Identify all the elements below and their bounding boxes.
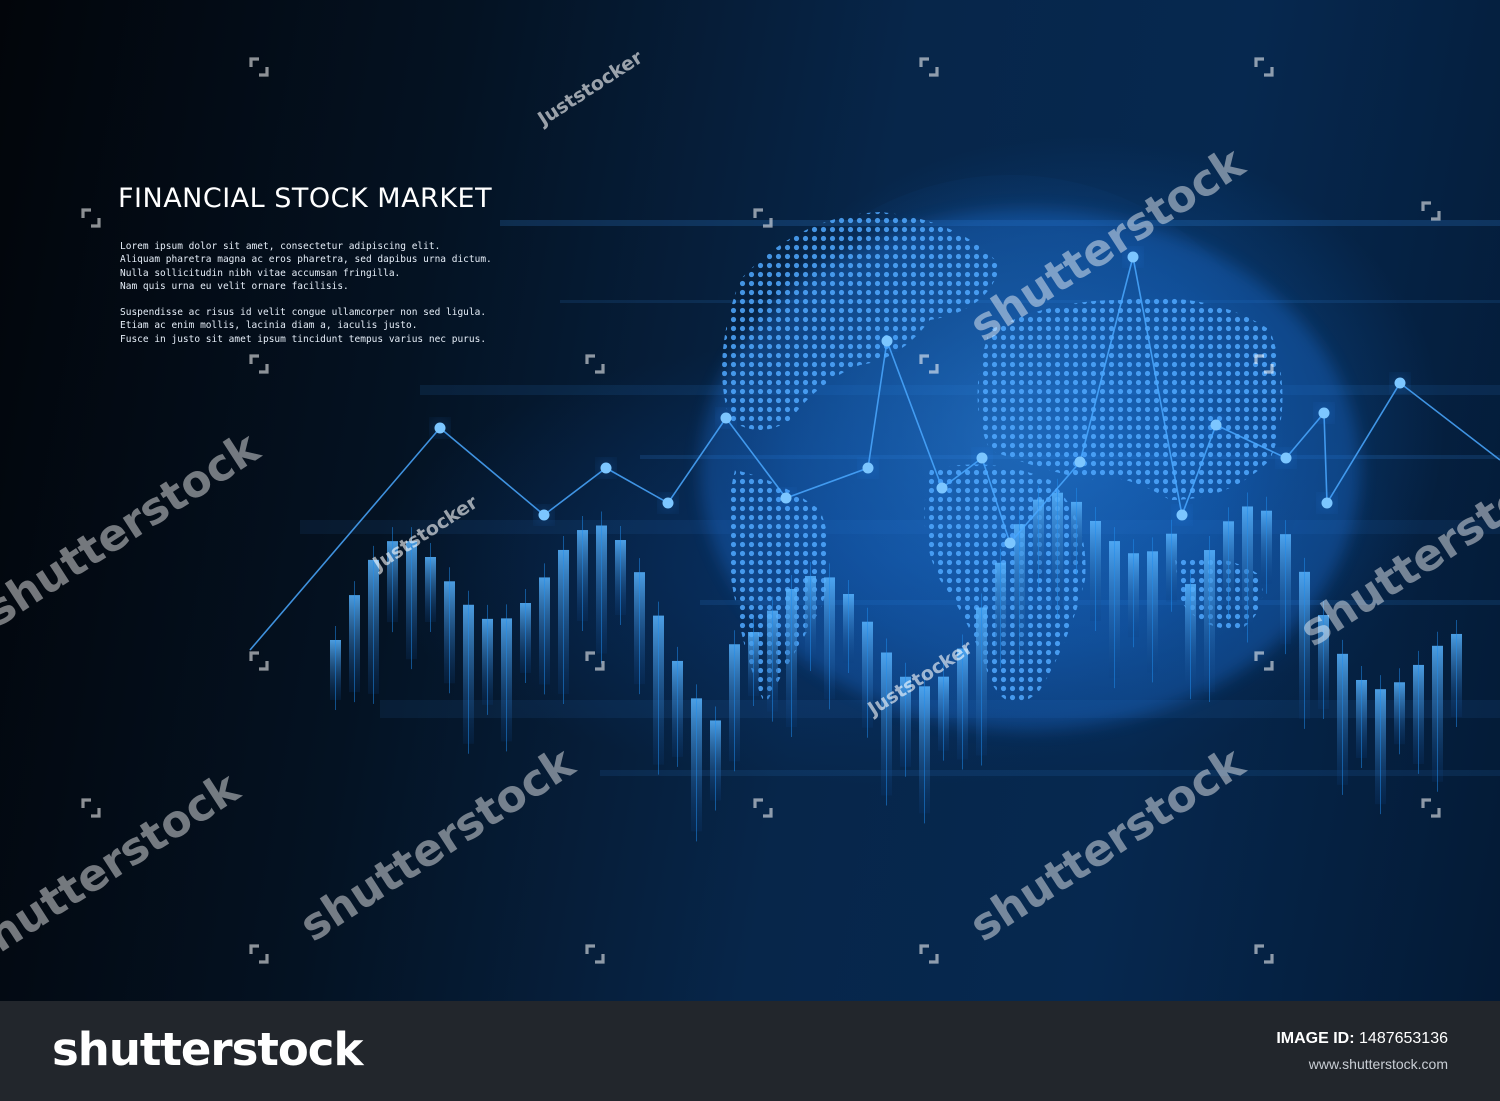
image-id: IMAGE ID: 1487653136 xyxy=(1276,1030,1448,1048)
trend-node xyxy=(1074,456,1086,468)
light-streak xyxy=(600,770,1500,776)
trend-node xyxy=(434,422,446,434)
paragraph-2-line: Suspendisse ac risus id velit congue ull… xyxy=(120,307,487,318)
shutterstock-bracket-icon xyxy=(1421,201,1441,221)
shutterstock-bracket-icon xyxy=(249,57,269,77)
shutterstock-bracket-icon xyxy=(753,798,773,818)
continent-shape xyxy=(722,212,1000,430)
trend-node xyxy=(1127,251,1139,263)
shutterstock-bracket-icon xyxy=(81,798,101,818)
trend-node xyxy=(1004,537,1016,549)
footer-logo[interactable]: shutterstock xyxy=(52,1023,363,1076)
paragraph-2-line: Fusce in justo sit amet ipsum tincidunt … xyxy=(120,333,487,345)
shutterstock-bracket-icon xyxy=(919,944,939,964)
shutterstock-bracket-icon xyxy=(753,208,773,228)
trend-node xyxy=(1176,509,1188,521)
trend-node xyxy=(720,412,732,424)
trend-node xyxy=(1210,419,1222,431)
trend-node xyxy=(600,462,612,474)
trend-node xyxy=(881,335,893,347)
trend-node xyxy=(662,497,674,509)
paragraph-1-line: Nulla sollicitudin nibh vitae accumsan f… xyxy=(120,267,401,279)
trend-node xyxy=(1280,452,1292,464)
paragraph-1: Lorem ipsum dolor sit amet, consectetur … xyxy=(120,240,540,293)
shutterstock-bracket-icon xyxy=(1254,651,1274,671)
shutterstock-bracket-icon xyxy=(1254,354,1274,374)
paragraph-1-line: Lorem ipsum dolor sit amet, consectetur … xyxy=(120,241,441,252)
scene-graphics xyxy=(249,175,1500,842)
footer-bar: shutterstock IMAGE ID: 1487653136 www.sh… xyxy=(0,1001,1500,1101)
image-id-value: 1487653136 xyxy=(1359,1030,1448,1047)
shutterstock-bracket-icon xyxy=(1421,798,1441,818)
paragraph-1-line: Aliquam pharetra magna ac eros pharetra,… xyxy=(120,254,492,266)
image-id-label: IMAGE ID: xyxy=(1276,1030,1355,1047)
trend-node xyxy=(1318,407,1330,419)
trend-node xyxy=(538,509,550,521)
continent-shape xyxy=(1175,557,1263,630)
trend-node xyxy=(976,452,988,464)
trend-node xyxy=(936,482,948,494)
shutterstock-bracket-icon xyxy=(919,57,939,77)
shutterstock-bracket-icon xyxy=(249,354,269,374)
trend-node xyxy=(1321,497,1333,509)
shutterstock-bracket-icon xyxy=(249,944,269,964)
stock-artwork: FINANCIAL STOCK MARKET Lorem ipsum dolor… xyxy=(0,0,1500,1001)
shutterstock-bracket-icon xyxy=(585,651,605,671)
trend-node xyxy=(780,492,792,504)
paragraph-2-line: Etiam ac enim mollis, lacinia diam a, ia… xyxy=(120,320,418,332)
shutterstock-bracket-icon xyxy=(1254,944,1274,964)
shutterstock-bracket-icon xyxy=(919,354,939,374)
shutterstock-bracket-icon xyxy=(585,944,605,964)
trend-node xyxy=(862,462,874,474)
footer-url[interactable]: www.shutterstock.com xyxy=(1308,1056,1448,1072)
shutterstock-bracket-icon xyxy=(1254,57,1274,77)
headline: FINANCIAL STOCK MARKET xyxy=(118,183,493,214)
shutterstock-bracket-icon xyxy=(585,354,605,374)
shutterstock-bracket-icon xyxy=(249,651,269,671)
paragraph-2: Suspendisse ac risus id velit congue ull… xyxy=(120,306,540,346)
trend-node xyxy=(1394,377,1406,389)
shutterstock-bracket-icon xyxy=(81,208,101,228)
paragraph-1-line: Nam quis urna eu velit ornare facilisis. xyxy=(120,280,349,292)
